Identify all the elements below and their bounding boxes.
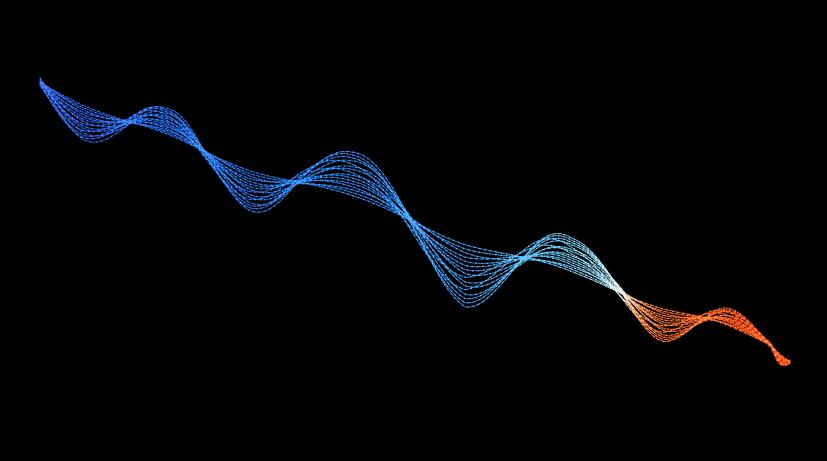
sine-curve-sparkle bbox=[39, 77, 791, 367]
sine-curve bbox=[39, 77, 791, 367]
sine-curve bbox=[39, 83, 791, 362]
sine-curve-sparkle bbox=[39, 81, 791, 363]
wave-sparkle-overlay bbox=[39, 77, 791, 367]
sine-curve-sparkle bbox=[39, 83, 791, 366]
sine-curve bbox=[39, 79, 791, 365]
sine-curve bbox=[39, 82, 791, 367]
sine-curve-sparkle bbox=[39, 80, 791, 364]
sine-curve-sparkle bbox=[39, 84, 791, 364]
wave-curves bbox=[39, 77, 791, 367]
sine-curve-sparkle bbox=[39, 78, 791, 364]
sine-curve bbox=[39, 81, 791, 363]
